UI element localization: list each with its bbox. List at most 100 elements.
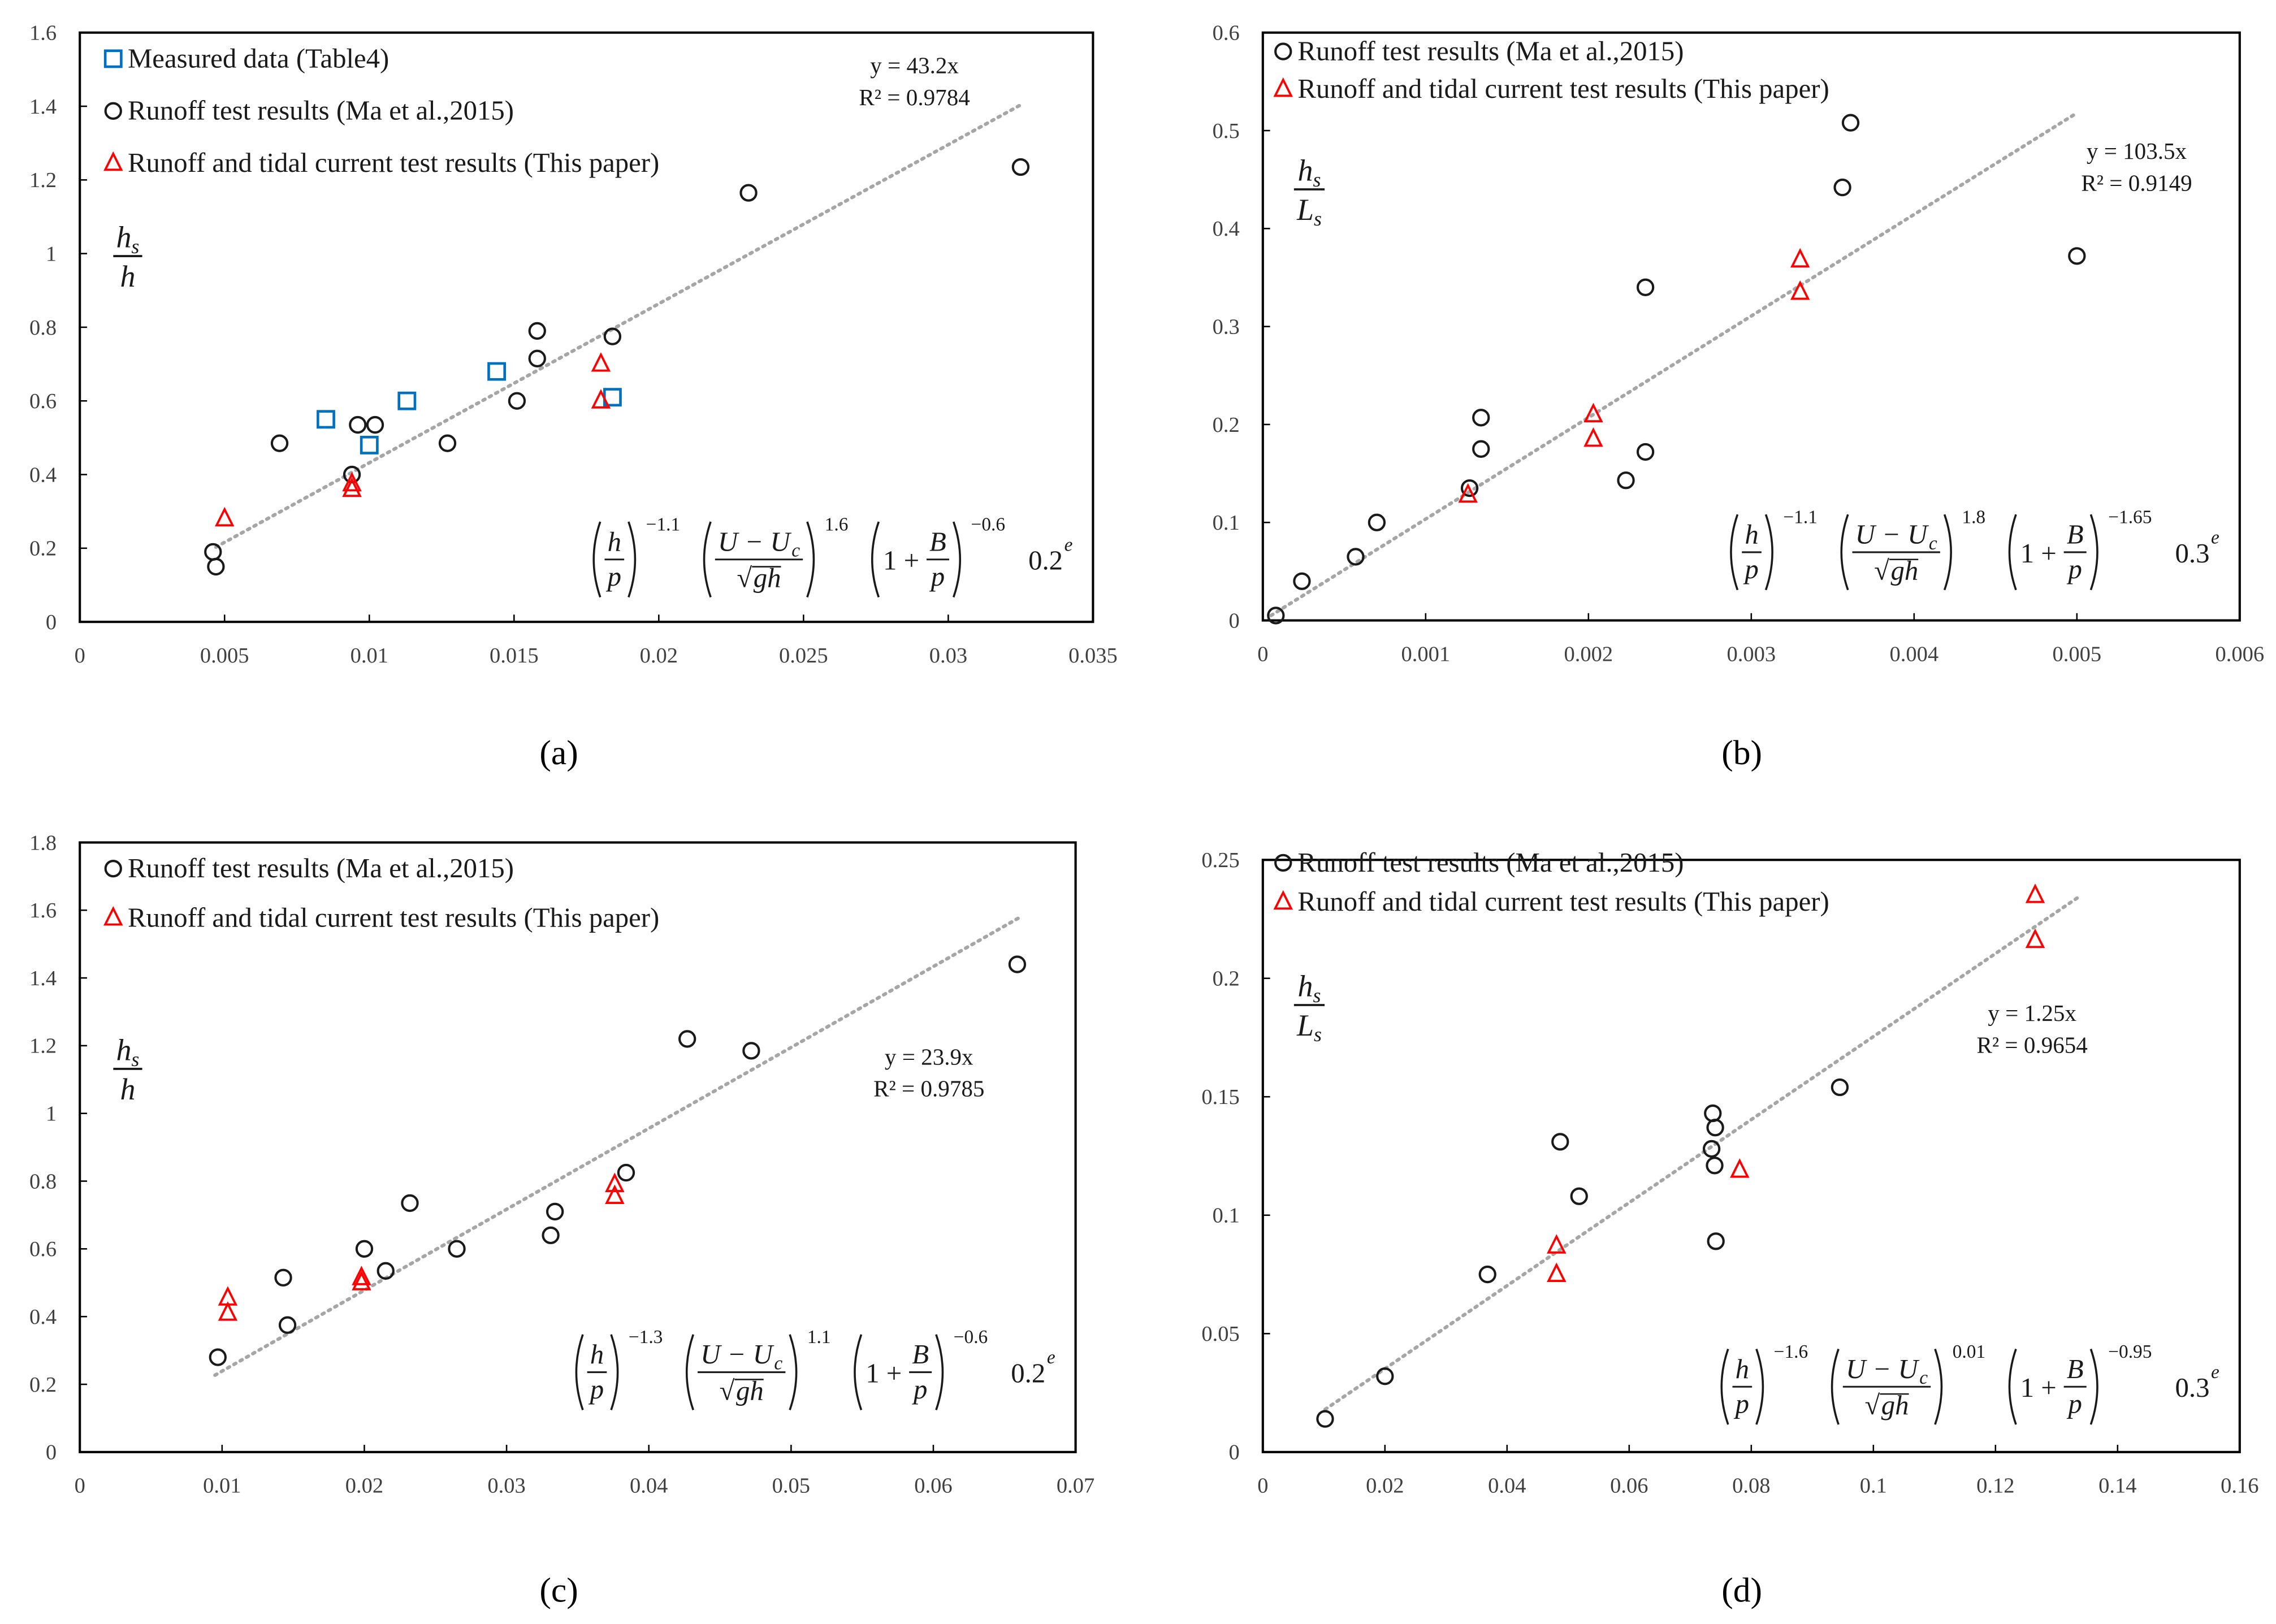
data-point-triangle bbox=[342, 471, 362, 492]
x-tick-label: 0.12 bbox=[1976, 1474, 2014, 1498]
chart-panel-c: 0 0.01 0.02 0.03 0.04 0.05 0.06 0.07 0 0.2 0.4 0.6 0… bbox=[29, 831, 1094, 1609]
formula-gh: gh bbox=[736, 1375, 764, 1406]
y-label-numerator-sub: s bbox=[1313, 984, 1321, 1007]
open-paren-icon bbox=[703, 521, 712, 598]
y-tick-label: 0.6 bbox=[29, 1237, 57, 1261]
formula-one-plus: 1 + bbox=[883, 545, 919, 576]
open-paren-icon bbox=[575, 1334, 584, 1410]
data-point-circle bbox=[270, 434, 289, 452]
formula-velocity-sub: c bbox=[791, 540, 800, 561]
x-tick-label: 0.003 bbox=[1727, 642, 1776, 666]
y-label-denominator-sub: s bbox=[1314, 1023, 1322, 1046]
y-label-numerator: h bbox=[1298, 154, 1313, 188]
y-label-denominator-sub: s bbox=[1314, 207, 1322, 230]
open-paren-icon bbox=[592, 521, 602, 598]
data-point-circle bbox=[355, 1240, 374, 1258]
legend-entry: Runoff test results (Ma et al.,2015) bbox=[1297, 36, 1684, 66]
y-tick-label: 0 bbox=[46, 1441, 57, 1465]
x-tick-label: 0.03 bbox=[487, 1474, 525, 1498]
formula-base: 0.2 bbox=[1028, 545, 1063, 576]
open-paren-icon bbox=[2008, 1348, 2017, 1425]
x-tick-label: 0 bbox=[1257, 1474, 1268, 1498]
data-point-circle bbox=[1274, 42, 1292, 60]
data-point-triangle bbox=[605, 1172, 625, 1192]
open-paren-icon bbox=[1831, 1348, 1840, 1425]
trendline bbox=[214, 101, 1026, 549]
formula-velocity-term: U − U bbox=[718, 526, 792, 557]
data-point-triangle bbox=[103, 151, 123, 171]
data-point-circle bbox=[617, 1163, 635, 1182]
y-label-numerator: h bbox=[116, 220, 131, 254]
formula-h-over-p: hp bbox=[1742, 519, 1762, 584]
plot-area-frame bbox=[1261, 859, 2241, 1453]
chart-panel-a: 0 0.005 0.01 0.015 0.02 0.025 0.03 0.035 0 0.2 0.4… bbox=[29, 21, 1118, 772]
x-tick-label: 0.16 bbox=[2221, 1474, 2258, 1498]
data-point-triangle bbox=[1547, 1262, 1567, 1283]
data-point-circle bbox=[678, 1030, 696, 1048]
formula-gh: gh bbox=[1881, 1390, 1909, 1421]
data-point-circle bbox=[448, 1240, 466, 1258]
close-paren-icon bbox=[935, 1334, 944, 1410]
data-point-circle bbox=[1011, 158, 1030, 176]
data-point-triangle bbox=[1790, 280, 1810, 300]
y-label-denominator: L bbox=[1296, 193, 1314, 227]
data-point-circle bbox=[104, 859, 122, 878]
x-tick-label: 0.02 bbox=[1366, 1474, 1404, 1498]
data-point-triangle bbox=[1730, 1158, 1750, 1178]
formula-p: p bbox=[1743, 554, 1758, 584]
data-point-circle bbox=[1551, 1133, 1569, 1151]
formula-B: B bbox=[2067, 1354, 2084, 1384]
data-point-circle bbox=[1267, 607, 1285, 625]
data-point-triangle bbox=[215, 506, 235, 527]
data-point-triangle bbox=[1273, 77, 1293, 97]
data-point-triangle bbox=[103, 906, 123, 926]
formula-B-over-p: Bp bbox=[926, 526, 949, 592]
x-tick-label: 0.06 bbox=[914, 1474, 952, 1498]
y-tick-label: 0.05 bbox=[1201, 1322, 1239, 1346]
data-point-circle bbox=[377, 1262, 395, 1280]
close-paren-icon bbox=[1755, 1348, 1764, 1425]
data-point-circle bbox=[1841, 114, 1860, 132]
trendline bbox=[1269, 111, 2079, 617]
data-point-circle bbox=[1831, 1078, 1849, 1097]
data-point-circle bbox=[528, 322, 546, 340]
formula-velocity-term: U − U bbox=[1855, 519, 1929, 549]
formula-base: 0.3 bbox=[2175, 1372, 2210, 1403]
data-point-circle bbox=[1274, 854, 1292, 872]
data-point-circle bbox=[1316, 1410, 1334, 1428]
close-paren-icon bbox=[610, 1334, 619, 1410]
y-tick-label: 0.6 bbox=[29, 389, 57, 413]
formula-sqrt-sign: √ bbox=[1864, 1390, 1880, 1421]
formula-p: p bbox=[589, 1374, 604, 1405]
formula-B: B bbox=[929, 526, 946, 557]
close-paren-icon bbox=[806, 521, 815, 598]
y-tick-label: 0.25 bbox=[1201, 848, 1239, 872]
data-point-circle bbox=[1706, 1157, 1724, 1175]
panel-label: (c) bbox=[539, 1571, 578, 1609]
y-label-denominator: L bbox=[1296, 1008, 1314, 1042]
formula-sqrt-sign: √ bbox=[737, 563, 752, 594]
trendline-r-squared: R² = 0.9654 bbox=[1976, 1032, 2087, 1058]
data-point-circle bbox=[1833, 178, 1851, 197]
open-paren-icon bbox=[854, 1334, 863, 1410]
plot-area-frame bbox=[79, 841, 1077, 1453]
data-point-circle bbox=[274, 1268, 292, 1287]
y-tick-label: 0.3 bbox=[1213, 315, 1240, 339]
data-point-circle bbox=[438, 434, 457, 452]
x-tick-label: 0.002 bbox=[1564, 642, 1613, 666]
x-tick-label: 0.03 bbox=[929, 644, 967, 668]
data-point-triangle bbox=[2025, 928, 2045, 949]
data-point-circle bbox=[528, 349, 546, 367]
data-point-circle bbox=[1008, 955, 1027, 973]
formula-gh: gh bbox=[754, 563, 781, 594]
y-tick-label: 0.4 bbox=[29, 1305, 57, 1329]
x-tick-label: 0.02 bbox=[345, 1474, 383, 1498]
data-point-triangle bbox=[1583, 427, 1603, 447]
formula-h: h bbox=[1736, 1354, 1749, 1384]
data-point-triangle bbox=[2025, 884, 2045, 903]
y-tick-label: 0.6 bbox=[1213, 21, 1240, 45]
data-point-triangle bbox=[218, 1301, 238, 1321]
formula-exponent-2: 1.8 bbox=[1962, 507, 1985, 528]
